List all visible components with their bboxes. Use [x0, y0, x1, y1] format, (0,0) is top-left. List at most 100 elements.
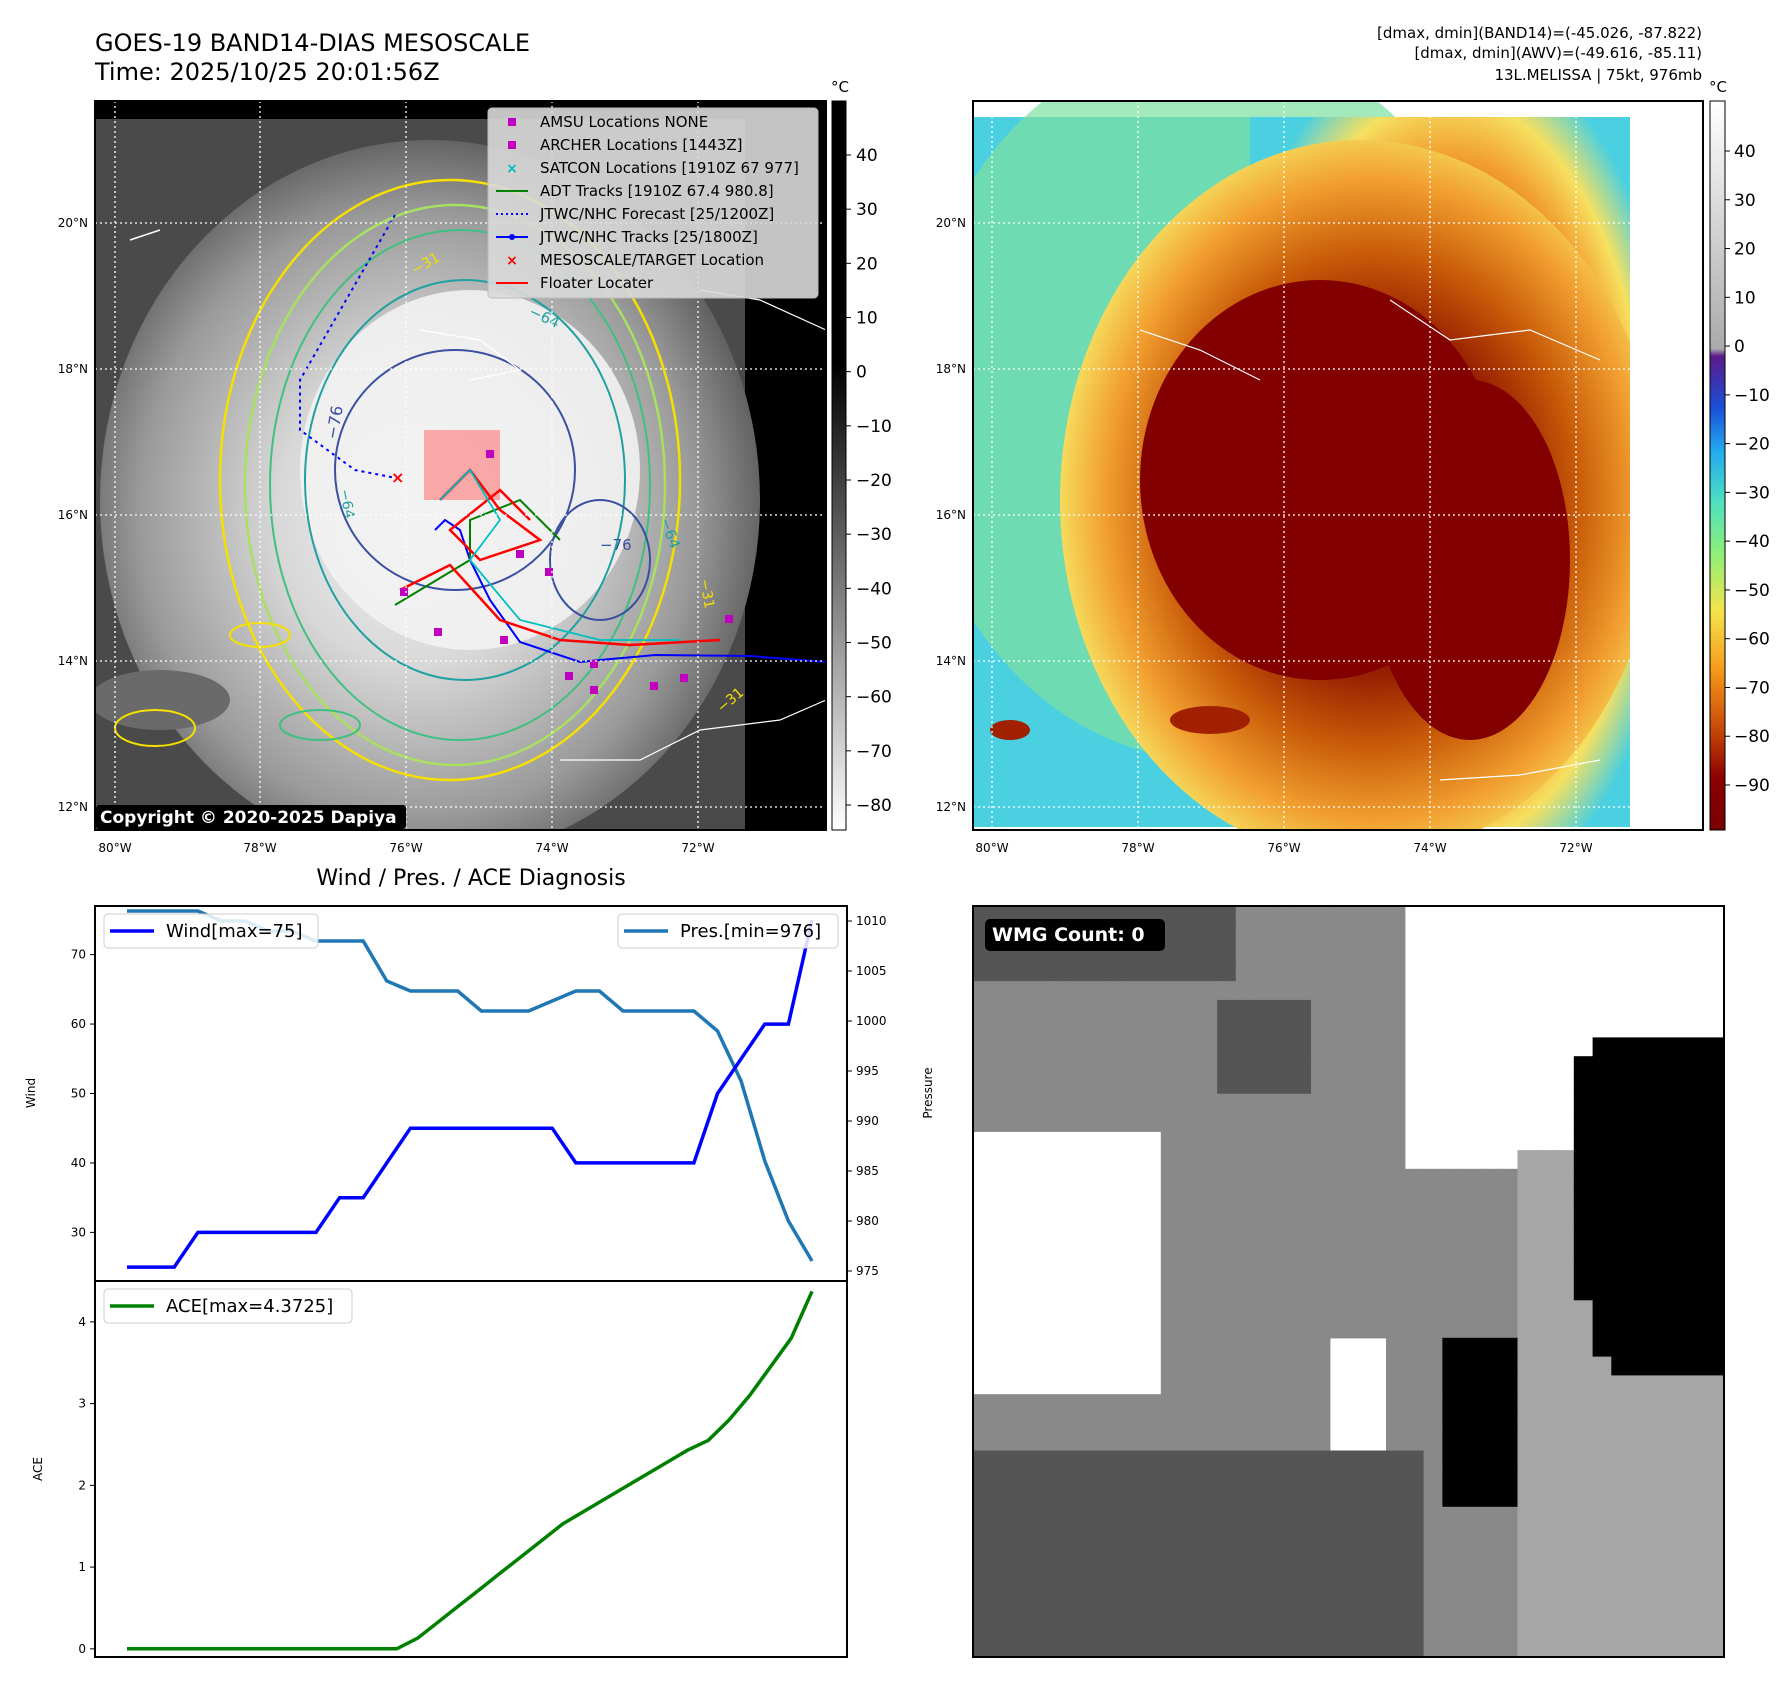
wmg-cell — [1292, 1037, 1312, 1057]
wmg-cell — [1235, 1506, 1256, 1527]
wmg-cell — [1686, 1431, 1706, 1452]
legend-label: JTWC/NHC Forecast [25/1200Z] — [539, 205, 774, 223]
wmg-cell — [1555, 1168, 1575, 1189]
wmg-cell — [1592, 1037, 1612, 1057]
wmg-cell — [1705, 1037, 1725, 1057]
wmg-cell — [1667, 1150, 1688, 1170]
wmg-cell — [1686, 1131, 1706, 1151]
wmg-cell — [1686, 1506, 1706, 1527]
wmg-cell — [1348, 1093, 1368, 1114]
wmg-cell — [1517, 1506, 1537, 1527]
wmg-cell — [1386, 924, 1406, 945]
wmg-cell — [1329, 943, 1350, 963]
wmg-cell — [1386, 1412, 1406, 1433]
wmg-cell — [1386, 1469, 1406, 1489]
wmg-cell — [1198, 1469, 1218, 1489]
wmg-cell — [1461, 1506, 1481, 1527]
wmg-cell — [1048, 1469, 1068, 1489]
wmg-cell — [1667, 1244, 1688, 1264]
wmg-cell — [1066, 1431, 1087, 1452]
wmg-cell — [1592, 1206, 1612, 1226]
wmg-cell — [1442, 1262, 1462, 1283]
wmg-cell — [1705, 1131, 1725, 1151]
wmg-cell — [1254, 943, 1274, 963]
wmg-cell — [1311, 1037, 1331, 1057]
wmg-cell — [1217, 1131, 1237, 1151]
wmg-cell — [1367, 981, 1387, 1001]
wmg-cell — [1311, 1581, 1331, 1602]
wmg-cell — [1010, 1093, 1030, 1114]
wmg-cell — [1179, 1093, 1199, 1114]
wmg-cell — [1292, 924, 1312, 945]
wmg-cell — [1611, 1525, 1631, 1545]
legend-label: MESOSCALE/TARGET Location — [540, 251, 764, 269]
wmg-cell — [1498, 1394, 1519, 1414]
wmg-cell — [1048, 1431, 1068, 1452]
wmg-cell — [1048, 1581, 1068, 1602]
wmg-cell — [1404, 1544, 1425, 1564]
wmg-cell — [1648, 1638, 1669, 1658]
wmg-cell — [1160, 1375, 1181, 1395]
wmg-cell — [1348, 1638, 1368, 1658]
wind-legend-label: Wind[max=75] — [166, 921, 303, 942]
wmg-cell — [991, 1412, 1012, 1433]
wmg-cell — [1630, 1431, 1650, 1452]
lat-label: 14°N — [936, 654, 966, 668]
wmg-cell — [1066, 1619, 1087, 1639]
wmg-cell — [1348, 1488, 1368, 1508]
wmg-cell — [1273, 1394, 1293, 1414]
wmg-cell — [1573, 1206, 1594, 1226]
wmg-cell — [1235, 1225, 1256, 1245]
wmg-cell — [1498, 1168, 1519, 1189]
wmg-cell — [1498, 1281, 1519, 1301]
wmg-cell — [1085, 1018, 1106, 1038]
wmg-cell — [1160, 1244, 1181, 1264]
wmg-cell — [1705, 1262, 1725, 1283]
wmg-cell — [1104, 999, 1124, 1020]
wmg-cell — [1217, 981, 1237, 1001]
wmg-cell — [1235, 1112, 1256, 1132]
wmg-cell — [1517, 1150, 1537, 1170]
wmg-cell — [1329, 1206, 1350, 1226]
wmg-cell — [1611, 1581, 1631, 1602]
wmg-cell — [1705, 1319, 1725, 1339]
pressure-legend — [617, 913, 839, 949]
wmg-cell — [1517, 1431, 1537, 1452]
wmg-cell — [1311, 924, 1331, 945]
wmg-cell — [1123, 1056, 1143, 1076]
wmg-cell — [1142, 1450, 1162, 1470]
wmg-cell — [1066, 1488, 1087, 1508]
wmg-cell — [1348, 1600, 1368, 1621]
wmg-cell — [991, 1581, 1012, 1602]
wmg-cell — [1423, 1638, 1443, 1658]
wmg-cell — [1198, 1431, 1218, 1452]
wmg-cell — [1311, 1112, 1331, 1132]
wmg-cell — [1066, 962, 1087, 982]
lat-label: 20°N — [936, 216, 966, 230]
wmg-cell — [1066, 1563, 1087, 1583]
wmg-cell — [1066, 981, 1087, 1001]
wmg-cell — [1160, 999, 1181, 1020]
wmg-cell — [1217, 943, 1237, 963]
wmg-cell — [973, 1112, 993, 1132]
wmg-cell — [1179, 1131, 1199, 1151]
wmg-cell — [1179, 1262, 1199, 1283]
wmg-cell — [1142, 1619, 1162, 1639]
wmg-cell — [1179, 1150, 1199, 1170]
wmg-cell — [1705, 1112, 1725, 1132]
wmg-cell — [1254, 1506, 1274, 1527]
wmg-cell — [1179, 906, 1199, 926]
wmg-cell — [1667, 1112, 1688, 1132]
wmg-cell — [1517, 1544, 1537, 1564]
wmg-cell — [1536, 1187, 1556, 1207]
wmg-cell — [1498, 1356, 1519, 1376]
colorbar-tick-label: −30 — [856, 525, 892, 545]
wmg-cell — [1386, 1450, 1406, 1470]
wmg-cell — [1217, 1244, 1237, 1264]
wmg-cell — [1085, 962, 1106, 982]
wmg-cell — [1160, 981, 1181, 1001]
wmg-cell — [1667, 1206, 1688, 1226]
legend-item: × MESOSCALE/TARGET Location — [506, 251, 764, 269]
wmg-cell — [1555, 1206, 1575, 1226]
colorbar-tick-label: −70 — [856, 742, 892, 762]
